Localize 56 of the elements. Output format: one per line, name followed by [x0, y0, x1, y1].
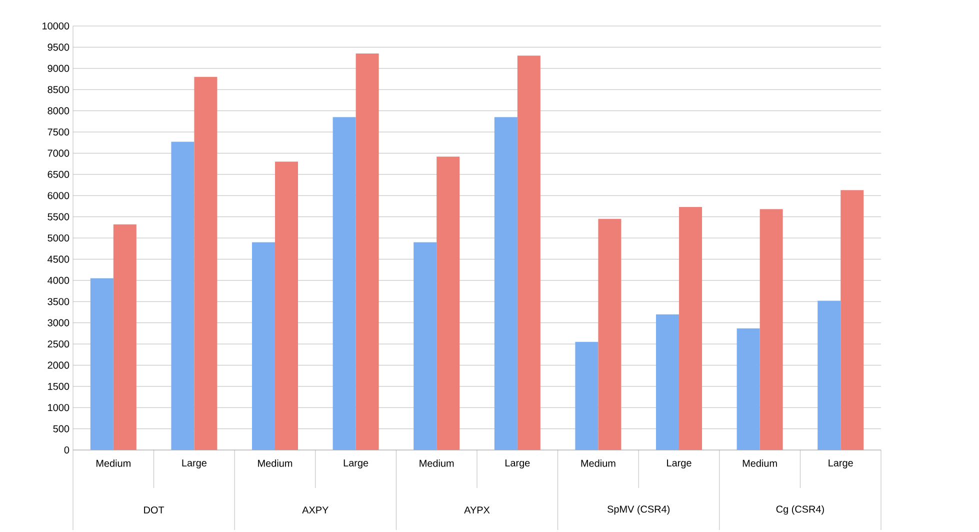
text: DOT	[144, 506, 164, 514]
x-tick-label: Medium	[581, 460, 616, 467]
bar	[252, 242, 276, 450]
bar	[436, 156, 460, 450]
y-tick-label: 6500	[48, 170, 70, 178]
bar	[656, 314, 680, 450]
x-tick-label: Large	[182, 460, 206, 468]
bar	[171, 142, 194, 450]
y-tick-label: 4500	[48, 256, 70, 263]
y-tick-label: 5500	[48, 213, 70, 220]
y-tick-label: 5000	[48, 234, 70, 242]
y-tick-label: 500	[53, 425, 70, 432]
text: Cg (CSR4)	[776, 505, 824, 515]
y-tick-label: 0	[64, 446, 70, 454]
bar	[90, 278, 114, 450]
y-tick-label: 8000	[48, 107, 70, 114]
y-tick-label: 2500	[48, 340, 70, 348]
x-tick-label: Medium	[420, 460, 454, 467]
x-tick-label: Medium	[742, 460, 777, 467]
bar	[494, 117, 518, 450]
x-tick-label: Medium	[258, 460, 292, 467]
x-tick-label: Large	[505, 460, 530, 468]
y-tick-label: 10000	[42, 22, 70, 30]
y-tick-label: 4000	[48, 276, 70, 284]
y-tick-label: 8500	[48, 86, 70, 94]
y-tick-label: 1500	[48, 382, 70, 390]
bar	[840, 190, 864, 450]
y-tick-label: 3500	[48, 298, 70, 306]
x-tick-label: Large	[667, 460, 692, 468]
y-tick-label: 9000	[48, 64, 70, 72]
bar	[575, 342, 598, 450]
bar	[598, 218, 622, 450]
y-tick-label: 9500	[48, 44, 70, 51]
text: AXPY	[302, 506, 328, 514]
x-tick-label: Large	[344, 460, 368, 468]
bar	[275, 162, 298, 450]
bar	[414, 242, 437, 450]
y-tick-label: 1000	[48, 404, 70, 412]
y-tick-label: 7000	[48, 150, 70, 157]
bar	[760, 209, 783, 450]
bar	[332, 117, 356, 450]
y-tick-label: 3000	[48, 319, 70, 326]
bar	[517, 56, 540, 450]
text: AYPX	[464, 506, 490, 514]
bar	[736, 328, 760, 450]
x-tick-label: Large	[828, 460, 853, 468]
bar	[113, 224, 136, 450]
bar	[818, 300, 841, 450]
bar	[356, 54, 379, 450]
bar	[679, 207, 702, 450]
bar	[194, 76, 218, 450]
text: SpMV (CSR4)	[608, 505, 670, 515]
x-tick-label: Medium	[96, 460, 130, 467]
y-tick-label: 6000	[48, 192, 70, 200]
y-tick-label: 7500	[48, 128, 70, 136]
y-tick-label: 2000	[48, 362, 70, 369]
